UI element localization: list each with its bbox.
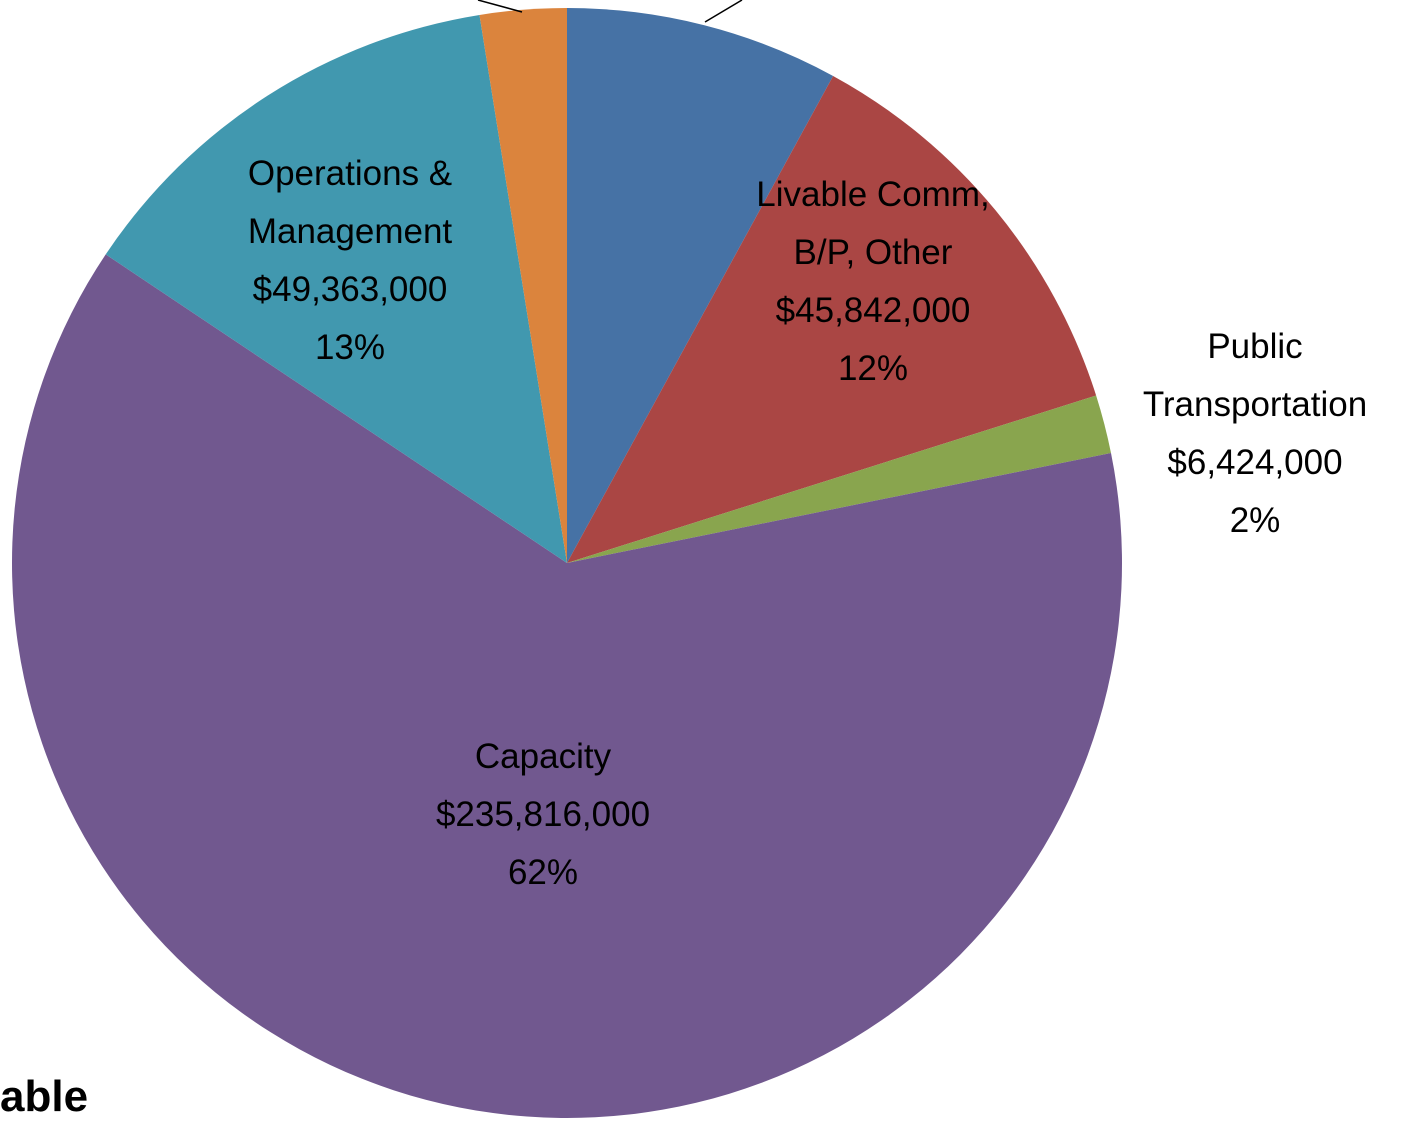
pie-slice [567, 75, 1097, 564]
pie-slice [105, 14, 568, 563]
category-label: Livable Comm, B/P, Other [756, 175, 990, 272]
category-label: Operations & Management [247, 154, 453, 251]
annotation: able [0, 1072, 89, 1121]
value-label: $49,363,000 [252, 270, 448, 309]
slices [12, 8, 1122, 1118]
leader-line [477, 0, 523, 13]
value-label: $235,816,000 [435, 795, 651, 834]
pie-slice [12, 254, 1122, 1118]
slice-label: Public Transportation $6,424,000 2% [1105, 318, 1405, 550]
category-label: Capacity [474, 737, 612, 776]
slice-label: Capacity $235,816,000 62% [383, 728, 703, 902]
category-label: Public Transportation [1142, 327, 1368, 424]
percent-label: 2% [1229, 501, 1281, 540]
percent-label: 13% [314, 328, 386, 367]
slice-label: Operations & Management $49,363,000 13% [210, 145, 490, 377]
value-label: $45,842,000 [775, 291, 971, 330]
percent-label: 62% [507, 853, 579, 892]
value-label: $6,424,000 [1167, 443, 1343, 482]
percent-label: 12% [837, 349, 909, 388]
pie-slice [567, 395, 1111, 563]
pie-slice [567, 8, 834, 563]
leader-line [704, 0, 743, 23]
slice-label: Livable Comm, B/P, Other $45,842,000 12% [756, 166, 991, 398]
pie-slice [479, 8, 567, 563]
